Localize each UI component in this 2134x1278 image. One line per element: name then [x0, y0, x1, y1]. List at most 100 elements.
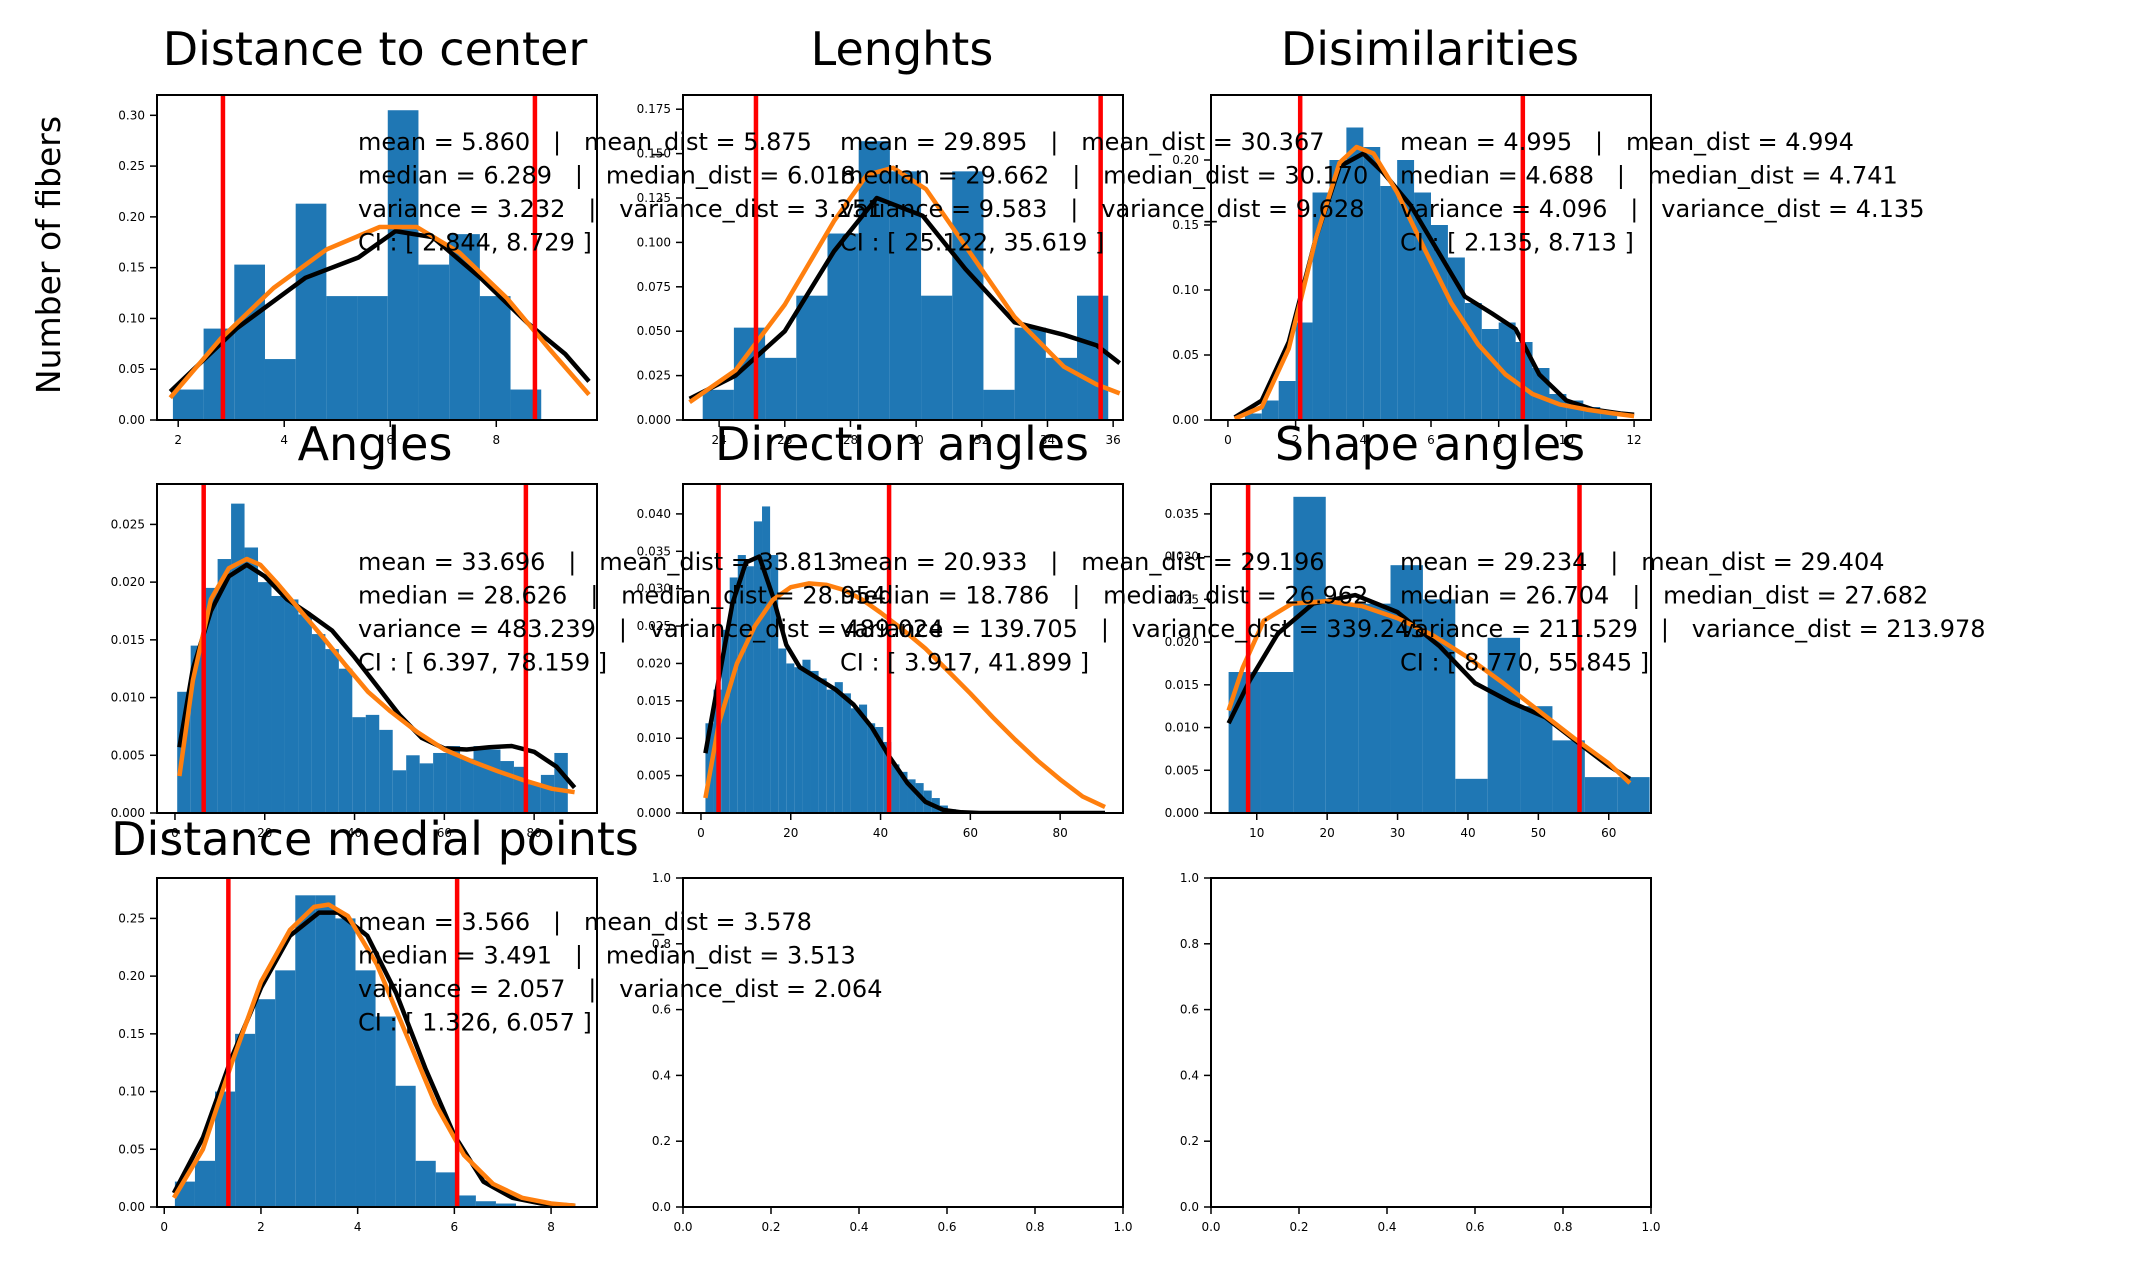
axes-frame — [156, 483, 598, 814]
y-tick-label: 0.05 — [118, 1142, 145, 1156]
y-tick-label: 0.8 — [1180, 937, 1199, 951]
histogram-bar — [500, 761, 514, 813]
x-tick-label: 2 — [257, 1220, 265, 1234]
stats-line: variance = 4.096 | variance_dist = 4.135 — [1400, 195, 1924, 223]
subplot-8: 0.0 0.2 0.4 0.6 0.8 1.0 0.0 0.2 0.4 0.6 0.8 1.0 — [652, 871, 1133, 1234]
x-tick-label: 0.6 — [937, 1220, 956, 1234]
stats-line: mean = 5.860 | mean_dist = 5.875 — [358, 128, 812, 156]
stats-line: mean = 4.995 | mean_dist = 4.994 — [1400, 128, 1854, 156]
y-tick-label: 0.2 — [652, 1134, 671, 1148]
stats-line: median = 29.662 | median_dist = 30.170 — [840, 162, 1368, 190]
histogram-bar — [867, 723, 876, 813]
stats-line: median = 18.786 | median_dist = 26.962 — [840, 582, 1368, 610]
histogram-bar — [1447, 257, 1465, 420]
subplot-title: Distance medial points — [111, 812, 639, 866]
stats-line: CI : [ 25.122, 35.619 ] — [840, 229, 1104, 257]
axes-frame — [156, 94, 598, 421]
y-tick-label: 0.4 — [652, 1068, 671, 1082]
histogram-bar — [335, 918, 356, 1207]
x-tick-label: 40 — [347, 826, 362, 840]
histogram-bar — [527, 784, 541, 813]
y-tick-label: 0.100 — [637, 235, 671, 249]
histogram-bar — [379, 729, 393, 813]
x-tick-label: 0.4 — [1377, 1220, 1396, 1234]
y-tick-label: 0.20 — [1172, 153, 1199, 167]
stats-line: CI : [ 6.397, 78.159 ] — [358, 649, 607, 677]
fitted-distribution-curve — [703, 581, 1106, 810]
histogram-bar — [702, 389, 734, 420]
y-tick-label: 0.005 — [637, 769, 671, 783]
stats-line: median = 3.491 | median_dist = 3.513 — [358, 942, 856, 970]
x-tick-label: 10 — [1559, 433, 1574, 447]
histogram-bar — [355, 970, 376, 1207]
y-tick-label: 0.035 — [1165, 507, 1199, 521]
histogram-bar — [460, 758, 474, 813]
y-tick-label: 0.000 — [1165, 806, 1199, 820]
histogram-bar — [818, 678, 827, 813]
histogram-bar — [1520, 706, 1553, 813]
subplot-2: 24 26 28 30 32 34 36 0.000 0.025 0.050 0.075 0.100 0… — [637, 94, 1124, 447]
y-tick-label: 0.10 — [118, 311, 145, 325]
fitted-distribution-curve — [177, 556, 575, 795]
kde-curve — [688, 195, 1122, 401]
histogram-bar — [1363, 147, 1381, 420]
y-tick-label: 0.010 — [111, 691, 145, 705]
stats-line: mean = 29.895 | mean_dist = 30.367 — [840, 128, 1325, 156]
subplot-title: Direction angles — [715, 417, 1089, 471]
subplot-title: Shape angles — [1275, 417, 1585, 471]
y-tick-label: 0.075 — [637, 280, 671, 294]
histogram-bar — [325, 649, 339, 813]
x-tick-label: 4 — [354, 1220, 362, 1234]
subplot-titles: Distance to center Lenghts Disimilarities A… — [111, 22, 1585, 866]
y-tick-label: 0.005 — [1165, 763, 1199, 777]
histogram-bar — [802, 659, 811, 813]
histogram-bar — [298, 614, 312, 813]
histogram-bar — [1464, 303, 1482, 420]
histogram-bar — [1358, 603, 1391, 813]
x-tick-label: 32 — [974, 433, 989, 447]
histogram-bar — [419, 763, 434, 813]
plot-area — [177, 484, 577, 813]
plot-area — [168, 95, 591, 420]
histogram-bar — [762, 506, 771, 813]
fitted-distribution-curve — [168, 224, 591, 400]
histogram-bar — [375, 1016, 396, 1207]
histogram-bar — [778, 648, 787, 813]
histogram-bar — [495, 1203, 517, 1207]
axes-frame — [156, 877, 598, 1208]
histogram-bar — [352, 717, 366, 813]
y-tick-label: 0.010 — [1165, 721, 1199, 735]
histogram-bar — [392, 770, 407, 813]
stats-line: CI : [ 1.326, 6.057 ] — [358, 1009, 592, 1037]
subplot-4: 0 20 40 60 80 0.000 0.005 0.010 0.015 0.020 0.025 — [111, 483, 598, 840]
x-tick-label: 1.0 — [1113, 1220, 1132, 1234]
histogram-bar — [1600, 413, 1618, 420]
plot-area — [688, 95, 1122, 420]
stats-line: variance = 139.705 | variance_dist = 339… — [840, 615, 1426, 643]
x-tick-label: 6 — [451, 1220, 459, 1234]
histogram-bar — [455, 1195, 476, 1207]
histogram-bar — [1045, 357, 1078, 420]
histogram-bar — [295, 895, 316, 1207]
y-tick-label: 0.25 — [118, 159, 145, 173]
stats-line: CI : [ 2.844, 8.729 ] — [358, 229, 592, 257]
stats-line: mean = 29.234 | mean_dist = 29.404 — [1400, 548, 1885, 576]
x-tick-label: 2 — [1292, 433, 1300, 447]
y-tick-label: 0.030 — [637, 582, 671, 596]
x-tick-label: 8 — [492, 433, 500, 447]
x-tick-label: 6 — [386, 433, 394, 447]
fitted-distribution-curve — [1233, 144, 1635, 420]
stats-block: mean = 3.566 | mean_dist = 3.578 median =… — [358, 908, 882, 1037]
y-tick-label: 0.150 — [637, 147, 671, 161]
histogram-bar — [473, 746, 487, 813]
histogram-bar — [745, 566, 754, 813]
histogram-bar — [1346, 127, 1364, 420]
stats-line: mean = 3.566 | mean_dist = 3.578 — [358, 908, 812, 936]
subplot-title: Distance to center — [163, 22, 588, 76]
x-tick-label: 80 — [527, 826, 542, 840]
x-tick-label: 0 — [160, 1220, 168, 1234]
y-tick-label: 1.0 — [652, 871, 671, 885]
histogram-bar — [826, 689, 835, 813]
subplot-1: 2 4 6 8 0.00 0.05 0.10 0.15 0.20 0.25 0.30 — [118, 94, 598, 447]
x-tick-label: 2 — [174, 433, 182, 447]
